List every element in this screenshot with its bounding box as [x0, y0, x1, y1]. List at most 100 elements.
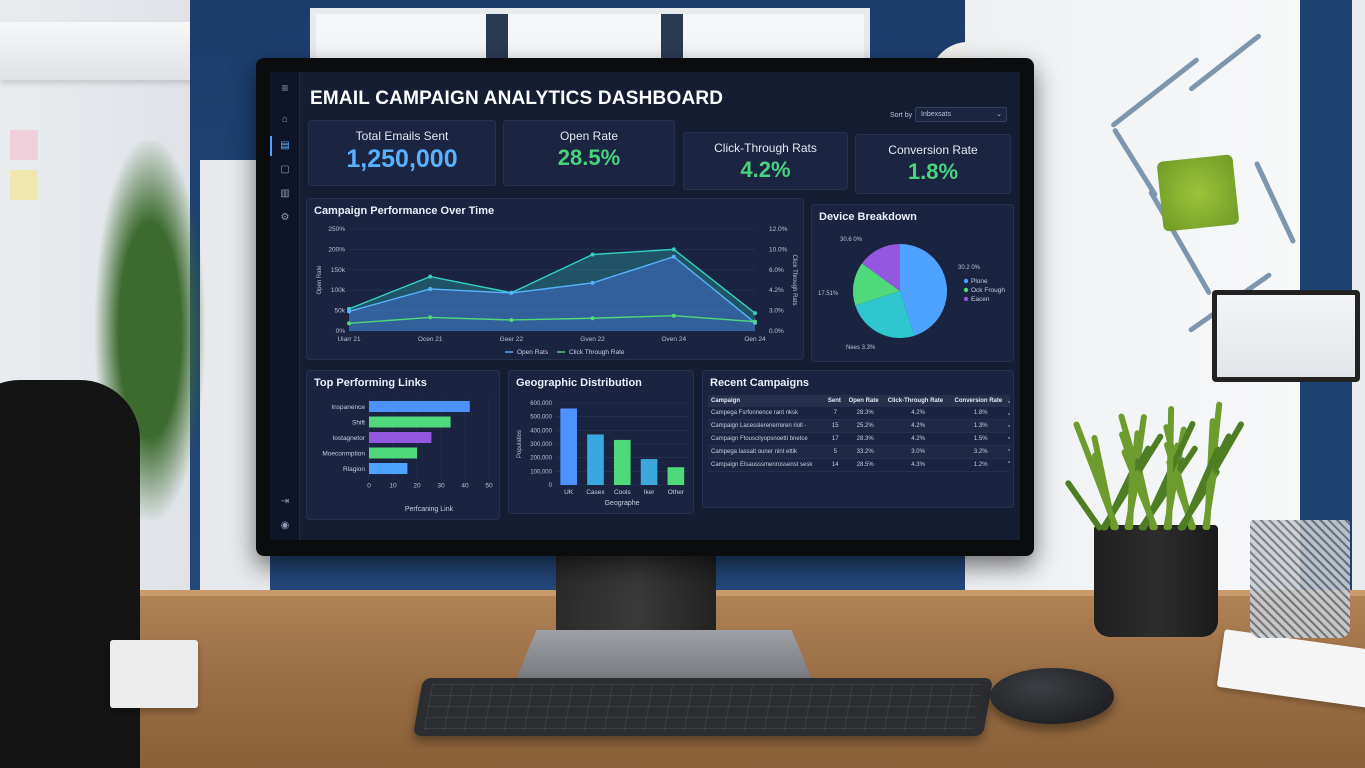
table-row[interactable]: Campaign Lacesslerenerreren rioll - 15 2…	[708, 419, 1010, 433]
y-tick-left: 200%	[328, 246, 345, 253]
y-tick-right: 12.0%	[769, 226, 788, 233]
table-cell: 28.5%	[845, 458, 885, 472]
bar	[560, 408, 577, 485]
pie-slice	[853, 263, 900, 306]
logout-icon[interactable]: ⇥	[280, 496, 290, 507]
table-cell: 3.2%	[951, 445, 1010, 459]
panel-title: Recent Campaigns	[710, 377, 810, 389]
category-label: Rlagion	[343, 466, 365, 473]
column-header[interactable]: Open Rate	[845, 395, 885, 407]
x-tick: Oven 24	[662, 336, 687, 343]
person-silhouette	[0, 380, 140, 768]
bar	[369, 416, 451, 428]
kpi-conversion: Conversion Rate 1.8%	[855, 134, 1011, 194]
x-tick: 10	[389, 483, 397, 490]
y-tick-right: 0.0%	[769, 328, 784, 335]
keyboard[interactable]	[412, 678, 994, 736]
geo-panel: Geographic Distribution 600,000 500,000 40…	[508, 370, 694, 514]
data-point	[509, 291, 514, 296]
y-tick: 300,000	[530, 442, 552, 448]
kpi-click-through: Click-Through Rats 4.2%	[683, 132, 848, 190]
home-icon[interactable]: ⌂	[281, 114, 289, 125]
help-icon[interactable]: ◉	[280, 520, 290, 531]
table-cell: Campega Iassalt ouner nint ettik	[708, 445, 825, 459]
table-cell: 4.2%	[884, 432, 952, 446]
sort-value: Inbexsats	[921, 111, 951, 118]
legend-swatch	[963, 287, 969, 293]
slice-label: Nees 3.3%	[846, 345, 876, 351]
dashboard-screen: ≡ ⌂ ▤ ▢ ▥ ⚙ ⇥ ◉ EMAIL CAMPAIGN ANALYTICS…	[270, 72, 1020, 540]
pie-slice	[861, 244, 900, 291]
data-point	[347, 321, 351, 326]
data-point	[428, 274, 433, 279]
y-tick: 0	[549, 483, 553, 489]
documents-icon[interactable]: ▥	[280, 188, 290, 199]
bar	[369, 463, 408, 474]
table-cell: 15	[824, 419, 846, 433]
scrollbar[interactable]	[1008, 401, 1011, 481]
table-row[interactable]: Campaign Elsausssmenrossenst sesk 14 28.…	[708, 458, 1010, 472]
bar	[667, 467, 685, 485]
table-cell: 25.2%	[845, 419, 885, 433]
panel-title: Device Breakdown	[819, 211, 917, 223]
panel-title: Geographic Distribution	[516, 377, 642, 389]
data-point	[753, 319, 757, 324]
legend-label: Ock Frough	[971, 287, 1005, 294]
performance-panel: Campaign Performance Over Time 250% 12.0%…	[306, 198, 804, 360]
table-row[interactable]: Campega Fsrfonnence rant nksk 7 28.3% 4.…	[708, 407, 1010, 420]
performance-line-chart: 250% 12.0% 200% 10.0% 150k 6.0% 100k 4.2% 50k 3.0…	[317, 226, 797, 356]
campaigns-icon[interactable]: ▤	[280, 140, 290, 151]
x-tick: Gven 22	[580, 336, 605, 343]
legend-label: Eacen	[971, 296, 990, 303]
data-point	[428, 315, 433, 320]
sticky-note	[10, 130, 38, 160]
column-header[interactable]: Campaign	[708, 395, 825, 407]
kpi-open-rate: Open Rate 28.5%	[503, 120, 675, 186]
column-header[interactable]: Sent	[824, 395, 846, 407]
bar	[369, 432, 432, 443]
y-tick-right: 10.0%	[769, 246, 788, 253]
settings-icon[interactable]: ⚙	[280, 212, 290, 223]
pie-slice	[900, 244, 947, 336]
category-label: Other	[668, 489, 685, 496]
x-tick: Oen 24	[744, 336, 766, 343]
data-point	[671, 247, 676, 252]
pen-holder	[1250, 520, 1350, 638]
data-point	[347, 309, 351, 314]
table-cell: Campaign Ftouscilyopsnoetti bnetce	[708, 432, 825, 446]
sort-dropdown[interactable]: Inbexsats ⌄	[915, 107, 1007, 122]
data-point	[753, 311, 757, 316]
series-line	[348, 255, 756, 324]
category-label: Casex	[586, 489, 605, 496]
table-row[interactable]: Campega Iassalt ouner nint ettik 5 33.2%…	[708, 445, 1010, 459]
kpi-label: Conversion Rate	[888, 143, 978, 157]
recent-campaigns-table: Campaign Sent Open Rate Click-Through Ra…	[708, 395, 1010, 472]
slice-label: 30.2 0%	[958, 265, 981, 271]
chevron-down-icon: ⌄	[996, 111, 1002, 118]
x-tick: 20	[413, 483, 421, 490]
table-row[interactable]: Campaign Ftouscilyopsnoetti bnetce 17 28…	[708, 432, 1010, 446]
table-cell: 4.2%	[884, 407, 952, 420]
y-tick-right: 4.2%	[769, 287, 784, 294]
series-line	[348, 314, 756, 325]
bar	[369, 447, 417, 459]
kpi-value: 1.8%	[907, 159, 959, 184]
table-cell: 7	[824, 407, 846, 420]
menu-icon[interactable]: ≡	[281, 81, 289, 95]
legend-swatch	[963, 296, 969, 302]
sidebar-active-indicator	[270, 136, 272, 156]
bar	[640, 459, 658, 485]
column-header[interactable]: Click-Through Rate	[884, 395, 952, 407]
data-point	[590, 316, 595, 321]
top-links-panel: Top Performing Links 0 10 20 30 40 50 Inspanen…	[306, 370, 500, 520]
y-tick-left: 150k	[331, 267, 346, 274]
mouse[interactable]	[990, 668, 1114, 724]
column-header[interactable]: Conversion Rate	[951, 395, 1010, 407]
reports-icon[interactable]: ▢	[280, 164, 290, 175]
data-point	[590, 252, 595, 257]
area-open-rate	[349, 256, 755, 331]
y-tick-left: 100k	[331, 287, 346, 294]
kpi-label: Total Emails Sent	[355, 129, 449, 143]
table-cell: Campega Fsrfonnence rant nksk	[708, 407, 825, 420]
bar	[369, 401, 470, 412]
